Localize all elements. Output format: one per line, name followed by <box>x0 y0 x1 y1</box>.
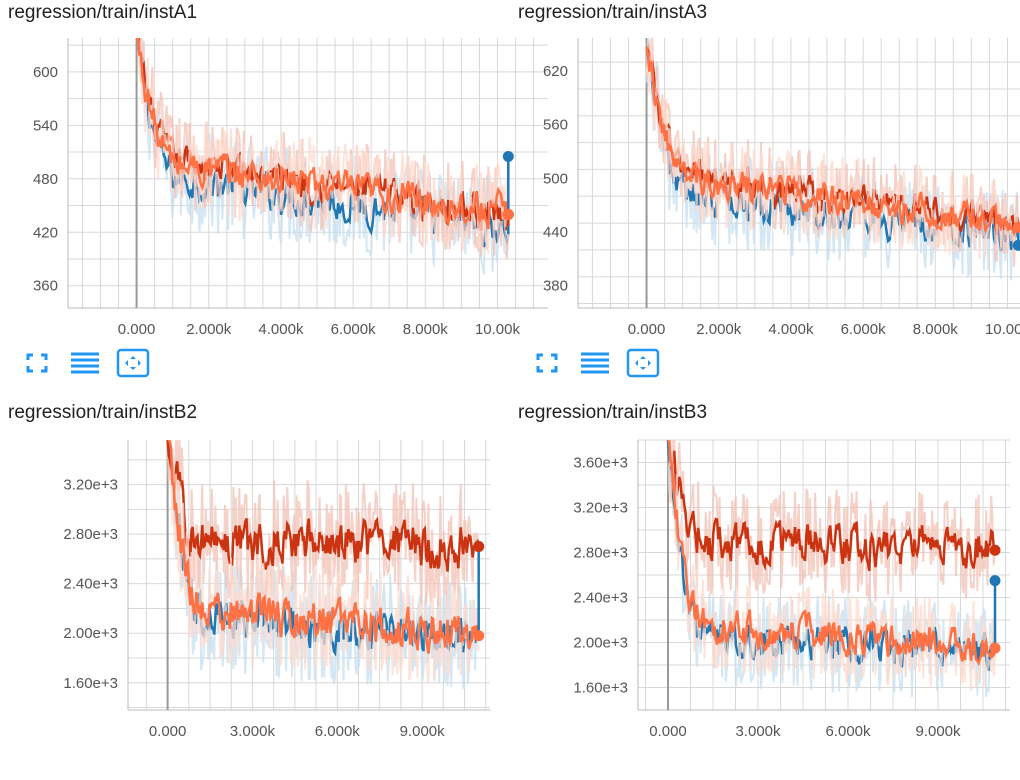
x-tick-label: 0.000 <box>118 321 156 338</box>
line-chart[interactable]: 1.60e+3 2.00e+3 2.40e+3 2.80e+3 3.20e+3 3.60e… <box>510 430 1020 780</box>
y-tick-label: 500 <box>543 170 568 187</box>
x-tick-label: 2.000k <box>186 321 232 338</box>
x-tick-label: 2.000k <box>696 321 742 338</box>
series-last-point <box>1012 222 1020 234</box>
fit-domain-icon <box>626 348 660 378</box>
line-chart[interactable]: 360 420 480 540 600 0.000 2.000k 4.000k 6.000k 8.… <box>0 30 548 370</box>
series-group <box>135 38 510 275</box>
x-tick-label: 0.000 <box>149 723 187 740</box>
fit-domain-button[interactable] <box>626 348 660 378</box>
y-tick-label: 3.20e+3 <box>573 500 628 517</box>
x-tick-label: 8.000k <box>403 321 449 338</box>
series-raw-line <box>668 440 996 602</box>
series-last-point <box>989 544 1001 556</box>
fit-domain-button[interactable] <box>116 348 150 378</box>
x-tick-label: 10.00k <box>985 321 1020 338</box>
y-tick-label: 420 <box>33 224 58 241</box>
series-line <box>668 440 996 572</box>
y-tick-label: 2.40e+3 <box>63 576 118 593</box>
fullscreen-icon <box>536 353 558 373</box>
x-tick-label: 3.000k <box>735 723 781 740</box>
series-group <box>166 440 480 689</box>
chart-title: regression/train/instB2 <box>8 402 198 423</box>
y-tick-label: 480 <box>33 171 58 188</box>
x-tick-label: 3.000k <box>230 723 276 740</box>
fullscreen-icon <box>26 353 48 373</box>
chart-title: regression/train/instA3 <box>518 2 708 23</box>
x-tick-label: 9.000k <box>400 723 446 740</box>
y-tick-label: 3.20e+3 <box>63 477 118 494</box>
x-tick-label: 4.000k <box>768 321 814 338</box>
series-last-point <box>989 642 1001 654</box>
x-tick-label: 8.000k <box>913 321 959 338</box>
toggle-log-scale-button[interactable] <box>578 348 612 378</box>
toggle-log-scale-button[interactable] <box>68 348 102 378</box>
y-tick-label: 1.60e+3 <box>573 680 628 697</box>
y-tick-label: 620 <box>543 63 568 80</box>
x-tick-label: 0.000 <box>628 321 666 338</box>
chart-toolbar <box>530 348 660 378</box>
series-raw-line <box>167 440 480 684</box>
series-last-point <box>989 575 1001 587</box>
y-tick-label: 560 <box>543 117 568 134</box>
series-group <box>645 38 1020 281</box>
chart-title: regression/train/instB3 <box>518 402 708 423</box>
chart-toolbar <box>20 348 150 378</box>
y-tick-label: 1.60e+3 <box>63 675 118 692</box>
fit-domain-icon <box>116 348 150 378</box>
y-tick-label: 600 <box>33 64 58 81</box>
y-tick-label: 2.00e+3 <box>63 625 118 642</box>
x-tick-label: 6.000k <box>825 723 871 740</box>
series-line <box>166 440 480 572</box>
series-last-point <box>1012 239 1020 251</box>
y-tick-label: 2.80e+3 <box>573 545 628 562</box>
series-last-point <box>473 630 485 642</box>
lines-icon <box>581 352 609 374</box>
fullscreen-button[interactable] <box>530 348 564 378</box>
line-chart[interactable]: 1.60e+3 2.00e+3 2.40e+3 2.80e+3 3.20e+3 0.000… <box>0 430 510 780</box>
series-last-point <box>473 541 485 553</box>
series-group <box>666 440 997 698</box>
series-line <box>135 38 510 230</box>
x-tick-label: 6.000k <box>841 321 887 338</box>
fullscreen-button[interactable] <box>20 348 54 378</box>
series-last-point <box>502 208 514 220</box>
series-last-point <box>502 151 514 163</box>
x-tick-label: 9.000k <box>915 723 961 740</box>
lines-icon <box>71 352 99 374</box>
y-tick-label: 2.80e+3 <box>63 526 118 543</box>
y-tick-label: 2.40e+3 <box>573 590 628 607</box>
series-line <box>167 440 480 654</box>
y-tick-label: 2.00e+3 <box>573 635 628 652</box>
line-chart[interactable]: 380 440 500 560 620 0.000 2.000k 4.000k 6.000k 8.… <box>510 30 1020 370</box>
x-tick-label: 0.000 <box>649 723 687 740</box>
y-tick-label: 540 <box>33 117 58 134</box>
series-raw-line <box>136 38 510 254</box>
x-tick-label: 6.000k <box>331 321 377 338</box>
y-tick-label: 380 <box>543 278 568 295</box>
chart-title: regression/train/instA1 <box>8 2 198 23</box>
x-tick-label: 4.000k <box>258 321 304 338</box>
x-tick-label: 6.000k <box>315 723 361 740</box>
x-tick-label: 10.00k <box>475 321 521 338</box>
series-raw-line <box>645 38 1020 259</box>
y-tick-label: 360 <box>33 278 58 295</box>
y-tick-label: 3.60e+3 <box>573 455 628 472</box>
series-line <box>666 440 996 667</box>
y-tick-label: 440 <box>543 224 568 241</box>
series-line <box>645 46 1020 237</box>
